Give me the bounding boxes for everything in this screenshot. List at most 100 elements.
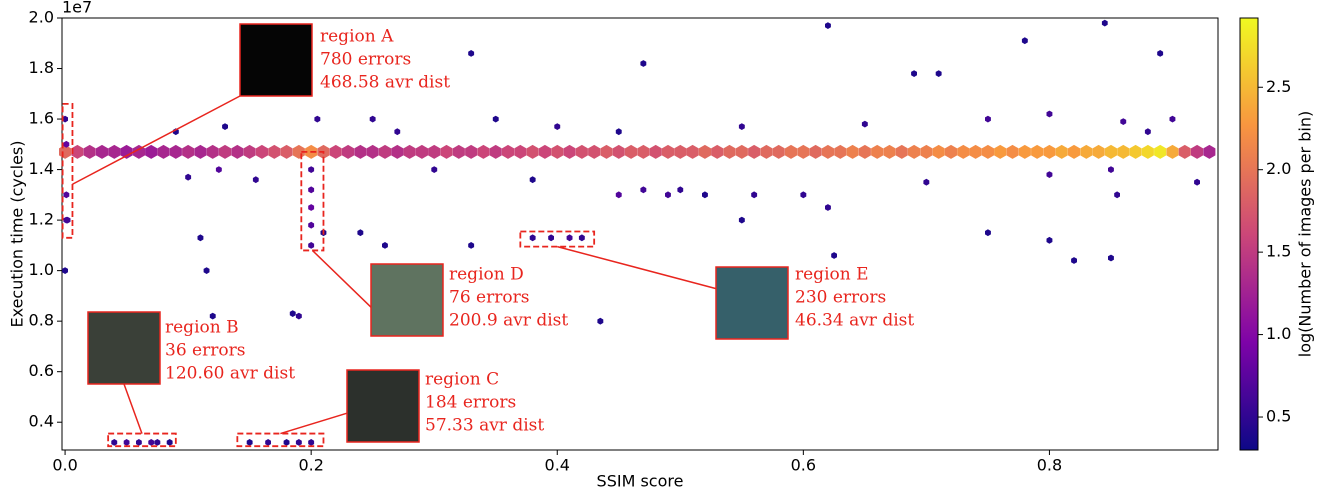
hexbin-cell xyxy=(1203,144,1216,159)
colorbar-tick-label: 2.5 xyxy=(1266,77,1291,96)
x-tick-label: 0.0 xyxy=(52,456,77,475)
annotation-text: region C xyxy=(425,370,499,390)
hexbin-cell xyxy=(382,242,388,249)
hexbin-cell xyxy=(834,144,847,159)
hexbin-cell xyxy=(391,144,404,159)
hexbin-cell xyxy=(502,144,515,159)
annotation-text: 76 errors xyxy=(449,288,529,308)
hexbin-cell xyxy=(452,144,465,159)
hexbin-cell xyxy=(920,144,933,159)
hexbin-cell xyxy=(825,204,831,211)
hexbin-cell xyxy=(551,144,564,159)
hexbin-cell xyxy=(702,191,708,199)
hexbin-cell xyxy=(985,115,991,123)
hexbin-cell xyxy=(492,115,499,123)
colorbar-tick-label: 1.0 xyxy=(1266,324,1291,343)
x-axis-label: SSIM score xyxy=(597,472,684,491)
hexbin-cell xyxy=(1117,144,1130,159)
hexbin-cell xyxy=(63,140,70,148)
hexbin-cell xyxy=(548,234,554,242)
hexbin-cell xyxy=(640,186,647,194)
colorbar-label: log(Number of images per bin) xyxy=(1296,111,1315,357)
hexbin-cell xyxy=(255,144,268,159)
annotation-text: 780 errors xyxy=(320,50,411,70)
hexbin-cell xyxy=(154,439,161,446)
plot-frame xyxy=(61,17,1219,451)
hexbin-cell xyxy=(308,166,315,173)
annotation-text: 184 errors xyxy=(425,393,516,413)
hexbin-cell xyxy=(566,234,573,242)
hexbin-cell xyxy=(723,144,736,159)
hexbin-cell xyxy=(182,144,195,159)
x-tick-label: 0.4 xyxy=(545,456,570,475)
y-tick-label: 1.6 xyxy=(29,109,54,128)
annotation-text: 36 errors xyxy=(165,341,245,361)
hexbin-cell xyxy=(1021,37,1028,45)
hexbin-cell xyxy=(800,191,807,199)
hexbin-cell xyxy=(314,115,321,123)
hexbin-cell xyxy=(1157,50,1164,57)
hexbin-cell xyxy=(588,144,601,159)
hexbin-cell xyxy=(215,166,222,173)
y-tick-label: 0.6 xyxy=(29,361,54,380)
hexbin-cell xyxy=(935,70,942,77)
hexbin-cell xyxy=(1031,144,1044,159)
hexbin-cell xyxy=(698,144,711,159)
hexbin-cell xyxy=(1169,115,1176,123)
hexbin-cell xyxy=(342,144,355,159)
hexbin-cell xyxy=(932,144,945,159)
y-tick-label: 1.4 xyxy=(29,159,54,178)
hexbin-cell xyxy=(637,144,650,159)
y-tick-label: 0.4 xyxy=(29,412,54,431)
hexbin-cell xyxy=(489,144,502,159)
region-box xyxy=(61,102,74,239)
colorbar xyxy=(1239,17,1259,451)
region-thumbnail xyxy=(346,369,420,443)
annotation-line xyxy=(557,245,717,290)
hexbin-cell xyxy=(994,144,1007,159)
annotation-text: region D xyxy=(449,265,524,285)
hexbin-cell xyxy=(394,128,401,136)
hexbin-cell xyxy=(369,115,376,123)
hexbin-cell xyxy=(871,144,884,159)
hexbin-cell xyxy=(600,144,613,159)
y-tick-label: 1.8 xyxy=(29,58,54,77)
hexbin-cell xyxy=(243,144,256,159)
hexbin-cell xyxy=(649,144,662,159)
hexbin-cell xyxy=(148,439,155,446)
hexbin-cell xyxy=(203,267,210,274)
hexbin-cell xyxy=(911,70,917,77)
hexbin-cell xyxy=(283,439,290,446)
hexbin-cell xyxy=(111,439,118,446)
hexbin-cell xyxy=(308,221,315,229)
hexbin-cell xyxy=(985,229,991,237)
hexbin-cell xyxy=(268,144,281,159)
hexbin-cell xyxy=(1194,178,1200,186)
x-tick-label: 0.8 xyxy=(1037,456,1062,475)
hexbin-cell xyxy=(357,229,364,237)
hexbin-cell xyxy=(969,144,982,159)
annotation-line xyxy=(280,412,348,435)
colorbar-tick-label: 0.5 xyxy=(1266,407,1291,426)
hexbin-cell xyxy=(661,144,675,159)
hexbin-cell xyxy=(1071,257,1077,264)
hexbin-cell xyxy=(83,144,96,159)
hexbin-cell xyxy=(1006,144,1019,159)
hexbin-cell xyxy=(252,176,259,184)
hexbin-cell xyxy=(185,173,192,181)
hexbin-cell xyxy=(578,234,585,242)
hexbin-cell xyxy=(265,439,271,446)
y-tick-label: 0.8 xyxy=(29,311,54,330)
hexbin-cell xyxy=(366,144,379,159)
hexbin-cell xyxy=(563,144,576,159)
region-box xyxy=(236,432,325,448)
hexbin-cell xyxy=(831,252,837,259)
region-box xyxy=(107,432,177,448)
hexbin-cell xyxy=(145,144,158,159)
hexbin-cell xyxy=(748,144,761,159)
region-thumbnail xyxy=(715,266,789,340)
hexbin-cell xyxy=(686,144,699,159)
y-tick-label: 1.2 xyxy=(29,210,54,229)
hexbin-cell xyxy=(1046,110,1053,118)
y-offset-label: 1e7 xyxy=(62,0,92,17)
